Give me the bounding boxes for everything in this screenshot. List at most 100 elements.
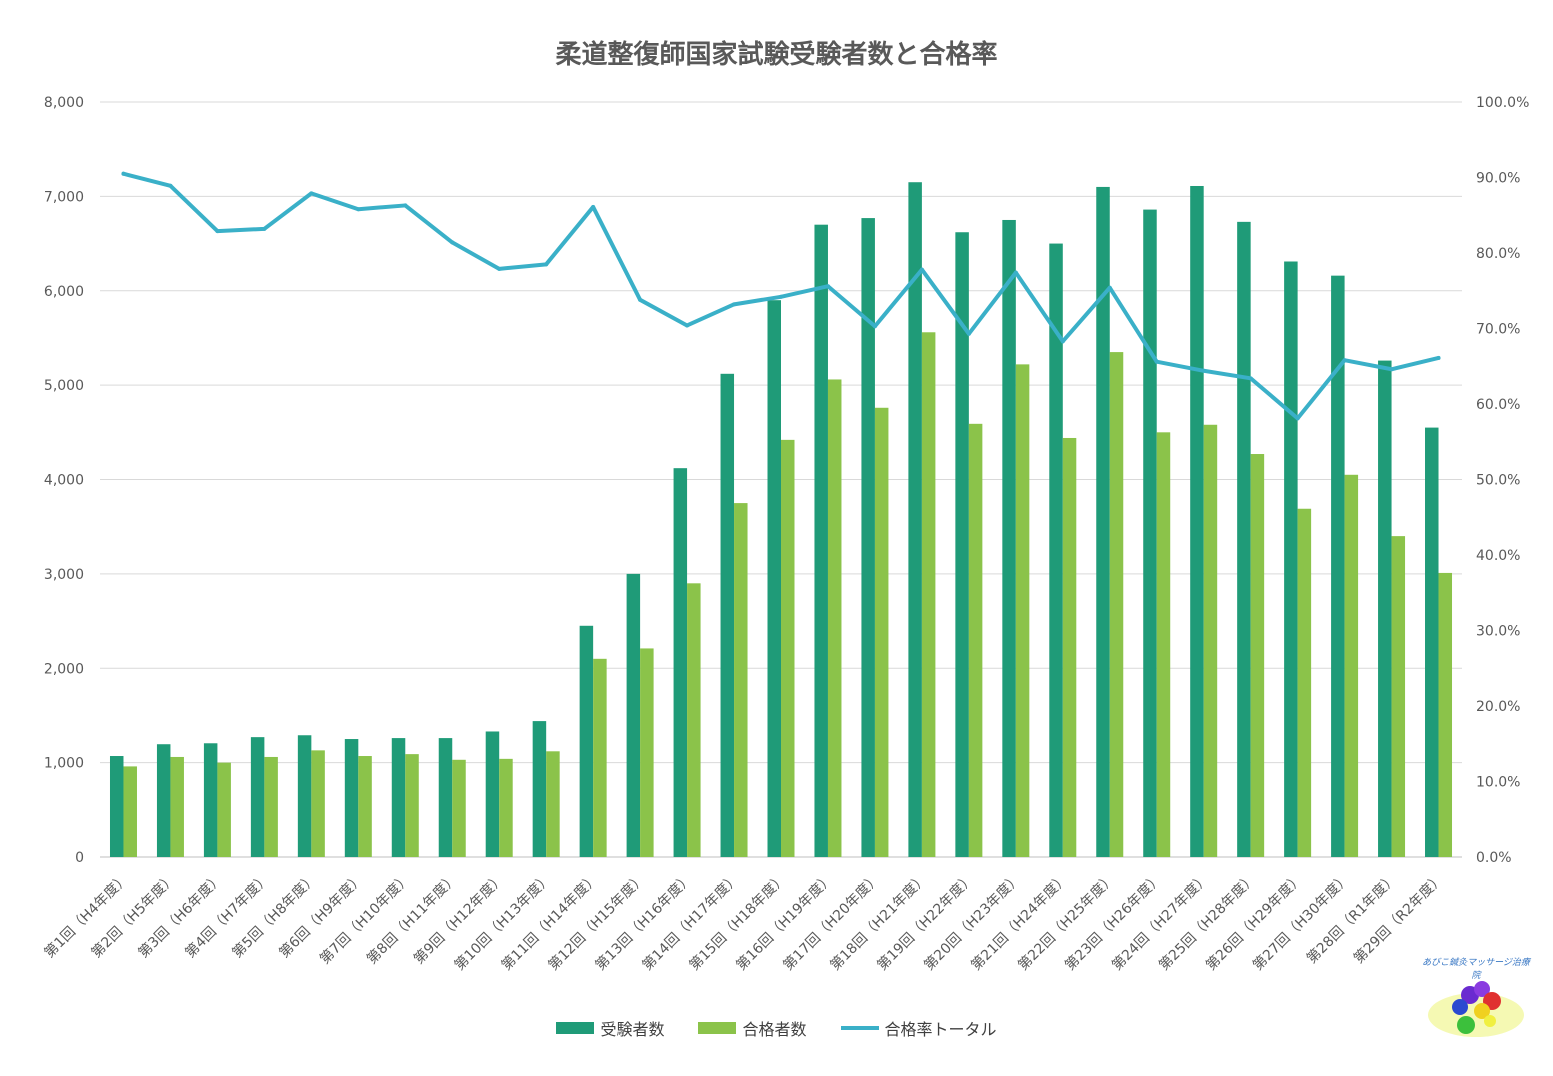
- y-right-tick-label: 10.0%: [1476, 775, 1520, 791]
- point-pass-rate: [919, 267, 924, 272]
- bar-passers: [827, 379, 842, 857]
- point-pass-rate: [1389, 367, 1394, 372]
- bar-passers: [1297, 508, 1312, 857]
- bar-passers: [1391, 536, 1406, 857]
- point-pass-rate: [497, 266, 502, 271]
- bar-examinees: [579, 625, 594, 857]
- point-pass-rate: [732, 302, 737, 307]
- bar-examinees: [391, 738, 406, 857]
- bar-passers: [1438, 572, 1453, 857]
- x-tick-label: 第3回（H6年度）: [135, 870, 226, 961]
- point-pass-rate: [168, 183, 173, 188]
- bar-passers: [1203, 424, 1218, 857]
- bar-examinees: [1143, 209, 1157, 857]
- bar-passers: [1344, 474, 1359, 857]
- bar-examinees: [156, 744, 171, 857]
- bar-examinees: [532, 721, 547, 857]
- bar-passers: [264, 756, 278, 857]
- y-left-tick-label: 0: [75, 850, 84, 866]
- bar-passers: [123, 766, 137, 857]
- bar-passers: [452, 759, 466, 857]
- x-tick-label: 第28回（R1年度）: [1303, 870, 1400, 967]
- bar-passers: [1250, 454, 1265, 857]
- y-left-tick-label: 5,000: [44, 378, 84, 394]
- bar-passers: [593, 658, 607, 857]
- y-left-tick-label: 6,000: [44, 284, 84, 300]
- chart-title: 柔道整復師国家試験受験者数と合格率: [555, 40, 998, 70]
- bar-examinees: [109, 756, 124, 857]
- legend-label-pass-rate: 合格率トータル: [884, 1020, 997, 1039]
- bar-examinees: [1425, 427, 1439, 857]
- point-pass-rate: [1107, 285, 1112, 290]
- legend-swatch-passers: [698, 1022, 737, 1034]
- y-right-tick-label: 60.0%: [1476, 397, 1520, 413]
- point-pass-rate: [121, 171, 126, 176]
- point-pass-rate: [872, 324, 877, 329]
- point-pass-rate: [1201, 368, 1206, 373]
- bar-examinees: [485, 731, 500, 857]
- bar-examinees: [1331, 275, 1345, 857]
- bar-passers: [546, 751, 560, 857]
- bar-examinees: [250, 737, 265, 857]
- bar-examinees: [1190, 185, 1204, 857]
- y-right-tick-label: 0.0%: [1476, 850, 1512, 866]
- bar-passers: [781, 439, 795, 857]
- x-tick-label: 第4回（H7年度）: [182, 870, 273, 961]
- bar-examinees: [344, 739, 359, 857]
- bar-examinees: [438, 738, 453, 857]
- bar-passers: [734, 503, 748, 857]
- y-left-tick-label: 3,000: [44, 567, 84, 583]
- x-tick-label: 第2回（H5年度）: [88, 870, 179, 961]
- legend-item-passers: 合格者数: [698, 1016, 807, 1040]
- bar-examinees: [1049, 243, 1063, 857]
- point-pass-rate: [825, 284, 830, 289]
- watermark-text: あびこ鍼灸マッサージ治療院: [1422, 958, 1530, 981]
- legend: 受験者数 合格者数 合格率トータル: [0, 1016, 1553, 1040]
- point-pass-rate: [262, 226, 267, 231]
- bar-examinees: [1284, 261, 1298, 857]
- point-pass-rate: [779, 294, 783, 299]
- y-left-tick-label: 7,000: [44, 189, 84, 205]
- y-left-tick-label: 4,000: [44, 473, 84, 489]
- x-tick-label: 第29回（R2年度）: [1350, 870, 1447, 967]
- point-pass-rate: [1013, 270, 1018, 275]
- bar-examinees: [1378, 360, 1392, 857]
- bar-examinees: [673, 468, 688, 857]
- bar-examinees: [1002, 219, 1016, 857]
- point-pass-rate: [685, 323, 690, 328]
- bar-examinees: [908, 182, 922, 857]
- x-tick-label: 第1回（H4年度）: [41, 870, 132, 961]
- point-pass-rate: [215, 229, 220, 234]
- x-tick-label: 第7回（H10年度）: [316, 870, 414, 968]
- bar-examinees: [297, 735, 312, 857]
- bar-passers: [874, 407, 889, 857]
- bar-examinees: [1096, 186, 1110, 857]
- point-pass-rate: [1060, 339, 1065, 344]
- y-right-tick-label: 50.0%: [1476, 473, 1520, 489]
- point-pass-rate: [544, 262, 549, 267]
- point-pass-rate: [1295, 416, 1300, 421]
- point-pass-rate: [403, 203, 408, 208]
- bar-examinees: [626, 573, 641, 857]
- point-pass-rate: [591, 204, 596, 209]
- bar-passers: [170, 756, 184, 857]
- point-pass-rate: [356, 207, 361, 212]
- bar-passers: [1062, 437, 1077, 857]
- y-right-tick-label: 40.0%: [1476, 548, 1520, 564]
- bar-examinees: [814, 224, 828, 857]
- x-tick-label: 第6回（H9年度）: [276, 870, 367, 961]
- bar-examinees: [203, 743, 218, 857]
- watermark-logo: あびこ鍼灸マッサージ治療院: [1420, 955, 1532, 1045]
- legend-label-passers: 合格者数: [742, 1020, 807, 1039]
- y-right-tick-label: 100.0%: [1476, 95, 1529, 111]
- point-pass-rate: [1154, 359, 1159, 364]
- bar-passers: [687, 583, 701, 857]
- y-right-tick-label: 20.0%: [1476, 699, 1520, 715]
- bar-examinees: [861, 218, 875, 858]
- x-tick-label: 第9回（H12年度）: [410, 870, 508, 968]
- point-pass-rate: [1436, 355, 1441, 360]
- bar-examinees: [767, 300, 781, 857]
- bar-passers: [358, 756, 372, 857]
- bar-examinees: [720, 373, 735, 857]
